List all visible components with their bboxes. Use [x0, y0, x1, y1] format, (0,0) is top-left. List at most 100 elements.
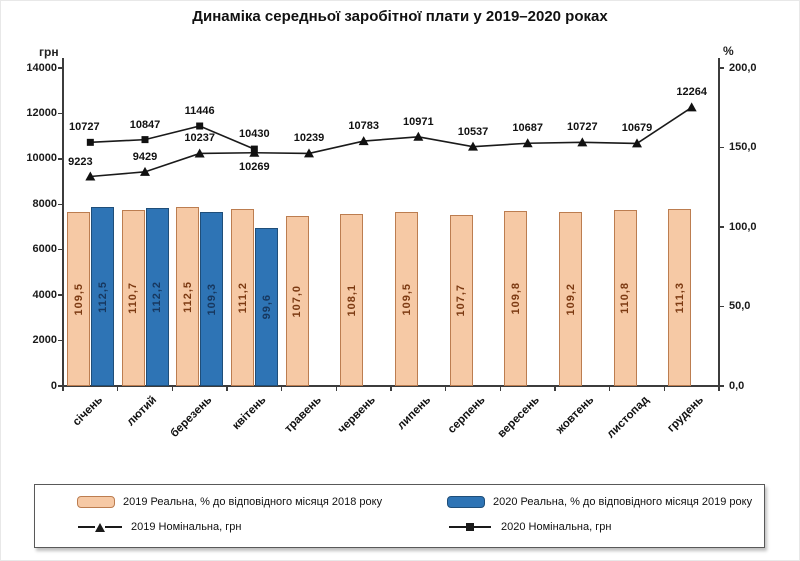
legend: 2019 Реальна, % до відповідного місяця 2…: [34, 484, 765, 548]
bar-2020: 112,2: [145, 207, 169, 386]
square-marker-icon: [466, 523, 474, 531]
triangle-marker: [577, 137, 588, 147]
left-axis-tick: [58, 248, 63, 251]
bar-2019: 109,5: [395, 211, 418, 386]
right-axis-tick-label: 100,0: [729, 220, 757, 233]
line-value-label: 10783: [348, 120, 379, 133]
left-axis-tick-label: 6000: [32, 243, 57, 256]
right-axis-tick: [719, 226, 724, 228]
x-axis-tick: [663, 386, 666, 391]
x-axis-label: квітень: [230, 394, 269, 433]
bar-2019: 111,3: [668, 209, 692, 386]
left-axis-tick-label: 12000: [26, 106, 57, 119]
x-axis-label: вересень: [495, 394, 543, 441]
right-axis-spine: [718, 58, 720, 386]
left-axis-tick-label: 4000: [32, 288, 57, 301]
x-axis-tick: [554, 386, 556, 391]
right-axis-tick: [719, 305, 724, 308]
left-axis-tick: [58, 112, 63, 115]
left-axis-tick: [58, 294, 63, 296]
left-axis-tick-label: 14000: [26, 61, 57, 74]
left-axis-unit-label: грн: [39, 45, 59, 59]
legend-label: 2020 Номінальна, грн: [501, 521, 612, 533]
line-2020-nominal: [90, 125, 255, 150]
bar-2019: 109,5: [67, 211, 90, 386]
left-axis-tick-label: 8000: [32, 197, 57, 210]
x-axis-tick: [499, 386, 502, 391]
line-value-label: 10727: [567, 121, 598, 134]
x-axis-tick: [390, 386, 392, 391]
triangle-marker: [304, 148, 314, 158]
line-value-label: 10679: [621, 122, 653, 135]
bar-2019: 110,8: [613, 209, 637, 386]
right-axis-tick-label: 200,0: [729, 61, 757, 74]
legend-item: 2019 Номінальна, грн: [77, 521, 447, 533]
triangle-marker: [686, 102, 697, 112]
x-axis-tick: [335, 386, 338, 391]
x-axis-label: жовтень: [554, 394, 597, 437]
left-axis-tick: [58, 203, 63, 206]
bar-2019: 109,8: [504, 211, 528, 386]
right-axis-tick-label: 50,0: [729, 300, 751, 312]
right-axis-tick: [719, 385, 724, 387]
line-value-label: 10971: [403, 115, 434, 128]
triangle-marker: [413, 131, 424, 141]
legend-label: 2019 Реальна, % до відповідного місяця 2…: [123, 496, 383, 508]
square-marker: [196, 122, 204, 130]
legend-swatch-2020-real: [447, 496, 485, 508]
triangle-marker: [522, 138, 533, 148]
left-axis-tick: [58, 339, 63, 342]
line-value-label: 10847: [129, 118, 161, 131]
left-axis-tick-label: 10000: [26, 152, 57, 165]
legend-swatch-2019-real: [77, 496, 115, 508]
x-axis-label: листопад: [604, 394, 652, 441]
plot-area: 109,5 110,7 112,5 111,2 107,0 108,1 109,5 107,7…: [63, 68, 719, 386]
bar-2019: 109,2: [559, 212, 582, 386]
x-axis-tick: [718, 386, 720, 391]
legend-swatch-2019-nominal: [77, 522, 123, 532]
right-axis-tick: [719, 67, 724, 69]
x-axis-label: травень: [282, 394, 324, 436]
x-axis-tick: [226, 386, 228, 391]
triangle-marker: [358, 136, 369, 146]
bar-2019: 107,0: [285, 215, 309, 386]
bar-2020: 109,3: [200, 212, 224, 386]
line-value-label: 10727: [69, 121, 100, 134]
bar-2019: 107,7: [449, 214, 473, 386]
square-marker: [86, 138, 94, 146]
bar-2019: 111,2: [231, 209, 254, 386]
line-value-label: 10537: [457, 125, 489, 138]
left-axis-tick: [58, 158, 63, 160]
line-value-label: 9223: [68, 155, 93, 168]
x-axis-label: лютий: [125, 394, 160, 429]
legend-swatch-2020-nominal: [447, 523, 493, 531]
bar-2019: 112,5: [176, 207, 200, 386]
x-axis-spine: [62, 385, 720, 387]
x-axis-label: червень: [336, 394, 379, 437]
triangle-marker: [85, 171, 96, 181]
x-axis-tick: [444, 386, 447, 391]
left-axis-tick: [58, 67, 63, 69]
legend-item: 2020 Реальна, % до відповідного місяця 2…: [447, 496, 764, 508]
line-value-label: 11446: [184, 105, 215, 117]
x-axis-tick: [608, 386, 611, 391]
line-value-label: 10430: [239, 128, 270, 141]
line-2019-nominal: [90, 106, 693, 178]
chart-title: Динаміка середньої заробітної плати у 20…: [192, 8, 608, 25]
square-marker: [250, 145, 258, 153]
left-axis-tick-label: 2000: [32, 334, 57, 347]
x-axis-label: грудень: [665, 394, 707, 435]
x-axis-label: березень: [168, 394, 215, 440]
line-value-label: 10269: [239, 160, 270, 173]
x-axis-tick: [62, 386, 64, 391]
triangle-marker: [140, 166, 150, 176]
x-axis-tick: [280, 386, 283, 391]
bar-2020: 112,5: [91, 207, 114, 386]
square-marker: [141, 136, 149, 144]
right-axis-tick-label: 150,0: [729, 141, 757, 153]
line-value-label: 10687: [512, 122, 543, 135]
legend-item: 2019 Реальна, % до відповідного місяця 2…: [77, 496, 447, 508]
line-value-label: 10239: [293, 132, 325, 145]
left-axis-spine: [62, 58, 64, 386]
